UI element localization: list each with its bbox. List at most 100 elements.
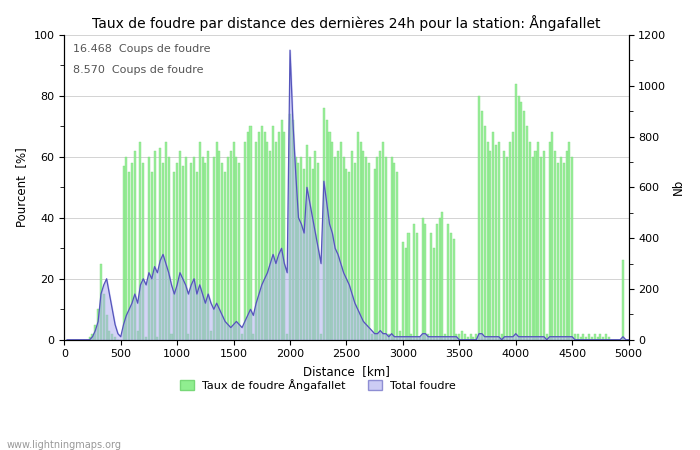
Bar (261, 126, 262, 340)
Bar (467, 337, 469, 340)
Bar (284, 132, 286, 340)
Bar (393, 163, 395, 340)
Bar (207, 151, 209, 340)
Bar (365, 157, 368, 340)
Bar (382, 142, 384, 340)
Bar (385, 157, 387, 340)
Bar (503, 151, 505, 340)
Bar (249, 126, 251, 340)
Bar (326, 120, 328, 340)
Bar (114, 337, 116, 340)
Bar (131, 163, 133, 340)
Bar (538, 142, 539, 340)
Bar (286, 333, 288, 340)
Bar (563, 163, 565, 340)
Bar (458, 333, 461, 340)
Bar (410, 333, 412, 340)
Bar (585, 337, 587, 340)
Bar (608, 337, 610, 340)
Bar (342, 157, 344, 340)
Bar (368, 163, 370, 340)
Bar (442, 212, 443, 340)
Bar (345, 169, 347, 340)
Bar (164, 142, 167, 340)
Bar (580, 337, 582, 340)
Bar (272, 126, 274, 340)
Bar (348, 172, 350, 340)
Bar (244, 142, 246, 340)
Bar (188, 333, 190, 340)
Bar (552, 132, 554, 340)
Bar (424, 224, 426, 340)
Bar (159, 148, 161, 340)
Bar (512, 132, 514, 340)
Bar (557, 163, 559, 340)
Bar (554, 151, 556, 340)
Bar (475, 333, 477, 340)
Bar (340, 142, 342, 340)
Text: 8.570  Coups de foudre: 8.570 Coups de foudre (73, 65, 203, 76)
Bar (351, 151, 353, 340)
Bar (89, 337, 91, 340)
Bar (360, 142, 362, 340)
Bar (227, 157, 229, 340)
Bar (605, 333, 607, 340)
Bar (535, 151, 536, 340)
Bar (489, 151, 491, 340)
Bar (568, 142, 570, 340)
Bar (396, 172, 398, 340)
Bar (492, 132, 494, 340)
Bar (171, 333, 172, 340)
Bar (484, 126, 486, 340)
Bar (168, 157, 169, 340)
Bar (391, 157, 393, 340)
Bar (255, 142, 257, 340)
Bar (92, 333, 94, 340)
Bar (202, 157, 204, 340)
Bar (210, 331, 212, 340)
Bar (238, 163, 240, 340)
Bar (509, 142, 511, 340)
Bar (402, 242, 404, 340)
Bar (438, 218, 440, 340)
Bar (523, 111, 525, 340)
Bar (134, 151, 136, 340)
Bar (300, 157, 302, 340)
Bar (478, 96, 480, 340)
Bar (421, 218, 424, 340)
Bar (506, 157, 508, 340)
Bar (252, 333, 254, 340)
Bar (588, 333, 590, 340)
Bar (230, 151, 232, 340)
Bar (162, 163, 164, 340)
Bar (473, 337, 475, 340)
Bar (111, 333, 113, 340)
Bar (258, 132, 260, 340)
Bar (275, 142, 277, 340)
Bar (591, 337, 593, 340)
Bar (281, 120, 283, 340)
Bar (264, 132, 265, 340)
Bar (292, 120, 294, 340)
Bar (218, 151, 220, 340)
Bar (314, 151, 316, 340)
Bar (566, 151, 568, 340)
Bar (399, 331, 401, 340)
Bar (526, 126, 528, 340)
Bar (199, 142, 201, 340)
Bar (622, 261, 624, 340)
Bar (531, 157, 533, 340)
Bar (232, 142, 234, 340)
Bar (430, 233, 432, 340)
Bar (103, 294, 105, 340)
Bar (574, 333, 576, 340)
Bar (500, 333, 503, 340)
Bar (153, 151, 155, 340)
Bar (413, 224, 415, 340)
Bar (514, 84, 517, 340)
Bar (594, 333, 596, 340)
Bar (267, 142, 268, 340)
Bar (295, 157, 297, 340)
Bar (289, 114, 291, 340)
Bar (145, 337, 147, 340)
